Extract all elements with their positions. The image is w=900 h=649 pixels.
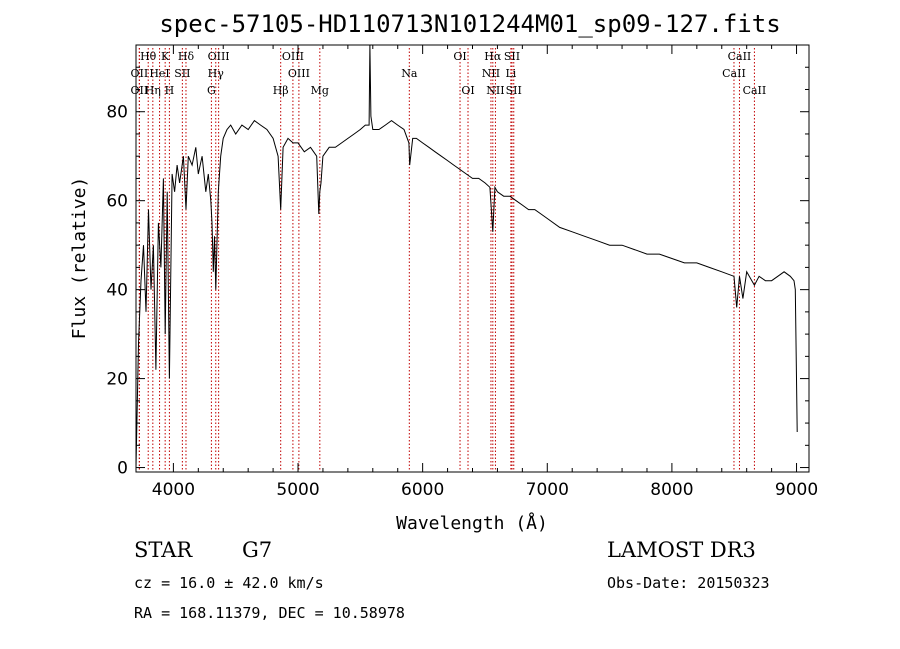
line-marker-label: OI	[453, 50, 466, 63]
line-marker-label: OI	[461, 84, 474, 97]
y-tick-label: 40	[106, 281, 128, 301]
y-axis-ticks: 0 20 40 60 80	[106, 66, 809, 479]
obs-date: Obs-Date: 20150323	[607, 574, 770, 592]
line-marker-label: SII	[506, 84, 522, 97]
x-axis-ticks: 4000 5000 6000 7000 8000 9000	[152, 45, 818, 500]
line-marker-label: Hη	[145, 84, 161, 97]
line-marker-label: OII	[131, 84, 149, 97]
line-marker-label: OIII	[282, 50, 304, 63]
line-marker-label: OIII	[288, 67, 310, 80]
line-marker-label: Mg	[311, 84, 329, 97]
coordinates: RA = 168.11379, DEC = 10.58978	[134, 604, 405, 622]
y-tick-label: 80	[106, 103, 128, 123]
x-tick-label: 6000	[401, 480, 444, 500]
line-marker-label: OII	[131, 67, 149, 80]
line-markers	[138, 48, 755, 472]
y-tick-label: 60	[106, 192, 128, 212]
line-marker-label: Hθ	[140, 50, 157, 63]
line-marker-label: HeI	[149, 67, 169, 80]
line-marker-label: CaII	[728, 50, 752, 63]
line-marker-label: SII	[174, 67, 190, 80]
x-tick-label: 8000	[650, 480, 693, 500]
line-marker-label: Hδ	[178, 50, 195, 63]
line-marker-label: NII	[486, 84, 504, 97]
line-marker-label: NII	[482, 67, 500, 80]
line-marker-label: OIII	[208, 50, 230, 63]
x-tick-label: 4000	[152, 480, 195, 500]
line-marker-label: Hβ	[273, 84, 289, 97]
line-marker-label: CaII	[743, 84, 767, 97]
line-marker-label: G	[207, 84, 216, 97]
y-tick-label: 20	[106, 370, 128, 390]
line-marker-label: Hγ	[208, 67, 225, 80]
spectrum-line	[135, 44, 798, 468]
object-subclass: G7	[242, 538, 273, 562]
line-marker-label: Hα	[484, 50, 502, 63]
line-marker-label: Na	[401, 67, 418, 80]
x-tick-label: 7000	[526, 480, 569, 500]
x-tick-label: 9000	[775, 480, 818, 500]
y-axis-label: Flux (relative)	[69, 177, 90, 340]
y-tick-label: 0	[117, 459, 128, 479]
redshift-readout: cz = 16.0 ± 42.0 km/s	[134, 574, 324, 592]
x-axis-label: Wavelength (Å)	[396, 512, 548, 534]
x-tick-label: 5000	[276, 480, 319, 500]
object-class: STAR	[134, 538, 193, 562]
line-marker-label: SII	[504, 50, 520, 63]
line-marker-label: Li	[505, 67, 516, 80]
line-marker-label: CaII	[722, 67, 746, 80]
line-marker-label: K	[161, 50, 170, 63]
plot-frame	[135, 44, 810, 473]
survey-name: LAMOST DR3	[607, 538, 756, 562]
line-marker-label: H	[165, 84, 175, 97]
chart-title: spec-57105-HD110713N101244M01_sp09-127.f…	[159, 10, 780, 38]
